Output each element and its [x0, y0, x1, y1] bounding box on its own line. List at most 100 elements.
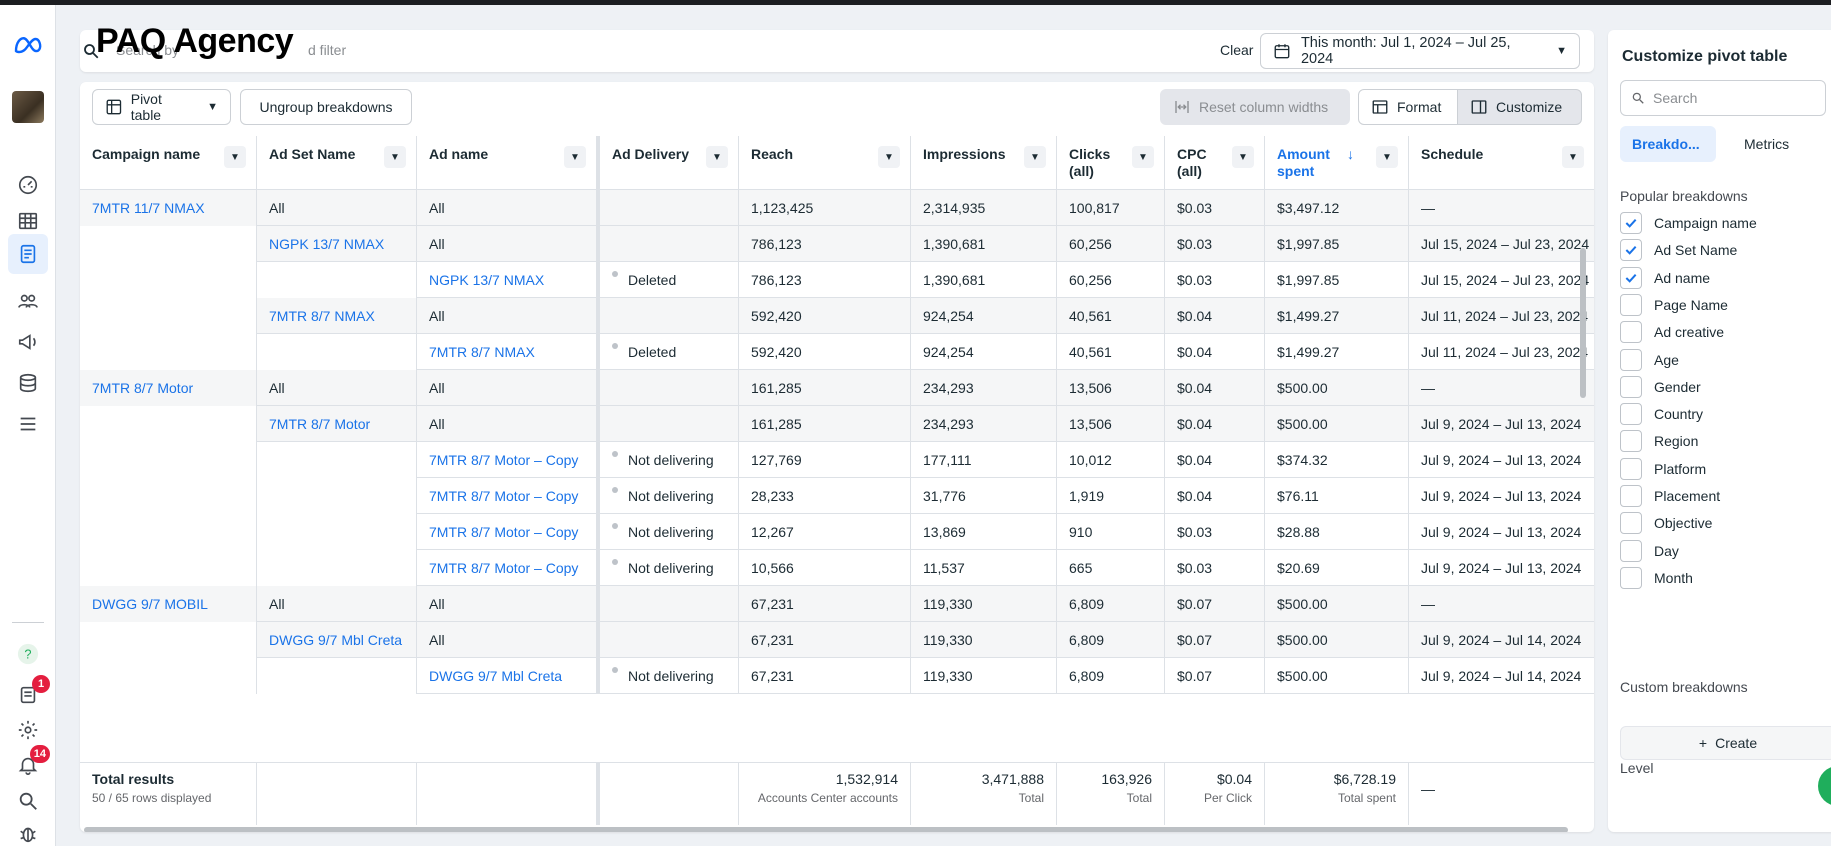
cell-adset[interactable]: DWGG 9/7 Mbl Creta — [256, 622, 416, 658]
checkbox-icon[interactable] — [1620, 457, 1642, 480]
breakdown-option[interactable]: Country — [1620, 402, 1703, 426]
checkbox-checked-icon[interactable] — [1620, 212, 1642, 234]
table-row[interactable]: NGPK 13/7 NMAX All 786,123 1,390,681 60,256 $… — [80, 226, 1594, 262]
col-header-delivery[interactable]: Ad Delivery ▼ — [596, 136, 738, 190]
cell-ad[interactable]: 7MTR 8/7 Motor – Copy — [416, 442, 596, 478]
menu-icon[interactable] — [14, 410, 42, 438]
cell-ad[interactable]: 7MTR 8/7 Motor – Copy — [416, 550, 596, 586]
breakdown-option[interactable]: Gender — [1620, 375, 1701, 399]
checkbox-icon[interactable] — [1620, 348, 1642, 371]
breakdown-option[interactable]: Ad Set Name — [1620, 238, 1737, 262]
chevron-down-icon[interactable]: ▼ — [706, 146, 728, 168]
checkbox-icon[interactable] — [1620, 566, 1642, 589]
checkbox-icon[interactable] — [1620, 485, 1642, 507]
checkbox-icon[interactable] — [1620, 293, 1642, 316]
filter-search-icon[interactable] — [82, 42, 100, 60]
col-header-schedule[interactable]: Schedule ▼ — [1408, 136, 1594, 190]
chevron-down-icon[interactable]: ▼ — [564, 146, 586, 168]
cell-ad[interactable]: 7MTR 8/7 NMAX — [416, 334, 596, 370]
customize-button[interactable]: Customize — [1457, 89, 1582, 125]
dashboard-icon[interactable] — [14, 171, 42, 199]
checkbox-icon[interactable] — [1620, 403, 1642, 426]
cell-ad[interactable]: 7MTR 8/7 Motor – Copy — [416, 478, 596, 514]
checkbox-icon[interactable] — [1620, 375, 1642, 398]
breakdown-option[interactable]: Placement — [1620, 484, 1720, 508]
checkbox-icon[interactable] — [1620, 321, 1642, 344]
table-row[interactable]: 7MTR 8/7 Motor – Copy Not delivering 10,56… — [80, 550, 1594, 586]
chevron-down-icon[interactable]: ▼ — [1024, 146, 1046, 168]
tab-breakdowns[interactable]: Breakdo... — [1620, 126, 1716, 162]
help-icon[interactable]: ? — [14, 640, 42, 668]
vertical-scrollbar[interactable] — [1580, 248, 1586, 398]
cell-adset[interactable]: NGPK 13/7 NMAX — [256, 226, 416, 262]
horizontal-scrollbar[interactable] — [84, 827, 1568, 832]
chevron-down-icon[interactable]: ▼ — [224, 146, 246, 168]
col-header-impressions[interactable]: Impressions ▼ — [910, 136, 1056, 190]
chevron-down-icon[interactable]: ▼ — [1562, 146, 1584, 168]
table-row[interactable]: DWGG 9/7 Mbl Creta All 67,231 119,330 6,809 $… — [80, 622, 1594, 658]
reports-icon[interactable] — [8, 234, 48, 274]
table-icon[interactable] — [14, 207, 42, 235]
megaphone-icon[interactable] — [14, 328, 42, 356]
col-header-adset[interactable]: Ad Set Name ▼ — [256, 136, 416, 190]
format-button[interactable]: Format — [1358, 89, 1458, 125]
cell-ad[interactable]: DWGG 9/7 Mbl Creta — [416, 658, 596, 694]
checkbox-checked-icon[interactable] — [1620, 239, 1642, 262]
breakdown-option[interactable]: Ad name — [1620, 266, 1710, 290]
table-row[interactable]: 7MTR 8/7 NMAX Deleted 592,420 924,254 40,561… — [80, 334, 1594, 370]
breakdown-option[interactable]: Month — [1620, 566, 1693, 590]
account-avatar[interactable] — [12, 91, 44, 123]
col-header-ad[interactable]: Ad name ▼ — [416, 136, 596, 190]
cell-ad[interactable]: NGPK 13/7 NMAX — [416, 262, 596, 298]
chevron-down-icon[interactable]: ▼ — [1232, 146, 1254, 168]
ungroup-breakdowns-button[interactable]: Ungroup breakdowns — [240, 89, 412, 125]
table-row[interactable]: DWGG 9/7 Mbl Creta Not delivering 67,231 11… — [80, 658, 1594, 694]
breakdown-option[interactable]: Ad creative — [1620, 320, 1724, 344]
date-range-button[interactable]: This month: Jul 1, 2024 – Jul 25, 2024 ▼ — [1260, 33, 1580, 69]
search-icon[interactable] — [14, 787, 42, 815]
cell-ad[interactable]: 7MTR 8/7 Motor – Copy — [416, 514, 596, 550]
chevron-down-icon[interactable]: ▼ — [1132, 146, 1154, 168]
breakdown-option[interactable]: Day — [1620, 539, 1679, 563]
bell-icon[interactable]: 14 — [14, 745, 50, 779]
reset-column-widths-button[interactable]: Reset column widths — [1160, 89, 1350, 125]
checkbox-icon[interactable] — [1620, 539, 1642, 562]
billing-icon[interactable] — [14, 369, 42, 397]
bug-icon[interactable] — [14, 820, 42, 846]
chevron-down-icon[interactable]: ▼ — [384, 146, 406, 168]
meta-logo-icon[interactable] — [12, 31, 44, 59]
sort-desc-icon[interactable]: ↓ — [1347, 146, 1354, 162]
audiences-icon[interactable] — [14, 287, 42, 315]
col-header-campaign[interactable]: Campaign name ▼ — [80, 136, 256, 190]
create-breakdown-button[interactable]: + Create — [1620, 726, 1831, 760]
table-row[interactable]: 7MTR 8/7 Motor – Copy Not delivering 127,7… — [80, 442, 1594, 478]
tab-metrics[interactable]: Metrics — [1744, 136, 1790, 152]
col-header-cpc[interactable]: CPC (all) ▼ — [1164, 136, 1264, 190]
gear-icon[interactable] — [14, 716, 42, 744]
cell-campaign[interactable]: 7MTR 11/7 NMAX — [80, 190, 256, 226]
table-row[interactable]: 7MTR 8/7 Motor All 161,285 234,293 13,506 $0.… — [80, 406, 1594, 442]
breakdown-option[interactable]: Region — [1620, 429, 1698, 453]
clear-filter-button[interactable]: Clear — [1220, 42, 1254, 58]
filter-input[interactable]: Search by — [116, 42, 180, 58]
pivot-table-button[interactable]: Pivot table ▼ — [92, 89, 231, 125]
table-row[interactable]: 7MTR 8/7 Motor All All 161,285 234,293 13,506… — [80, 370, 1594, 406]
chat-fab[interactable] — [1818, 766, 1831, 806]
cell-adset[interactable]: 7MTR 8/7 NMAX — [256, 298, 416, 334]
table-row[interactable]: 7MTR 8/7 Motor – Copy Not delivering 12,26… — [80, 514, 1594, 550]
breakdown-option[interactable]: Campaign name — [1620, 211, 1757, 235]
col-header-reach[interactable]: Reach ▼ — [738, 136, 910, 190]
checkbox-icon[interactable] — [1620, 430, 1642, 453]
breakdown-search-input[interactable]: Search — [1620, 80, 1826, 116]
col-header-amount-spent[interactable]: Amount spent ↓ ▼ — [1264, 136, 1408, 190]
checkbox-checked-icon[interactable] — [1620, 266, 1642, 289]
notifications-list-icon[interactable]: 1 — [14, 675, 50, 709]
col-header-clicks[interactable]: Clicks (all) ▼ — [1056, 136, 1164, 190]
breakdown-option[interactable]: Platform — [1620, 457, 1706, 481]
chevron-down-icon[interactable]: ▼ — [1376, 146, 1398, 168]
table-row[interactable]: NGPK 13/7 NMAX Deleted 786,123 1,390,681 60,… — [80, 262, 1594, 298]
checkbox-icon[interactable] — [1620, 512, 1642, 535]
breakdown-option[interactable]: Page Name — [1620, 293, 1728, 317]
table-row[interactable]: 7MTR 11/7 NMAX All All 1,123,425 2,314,935 10… — [80, 190, 1594, 226]
cell-campaign[interactable]: DWGG 9/7 MOBIL — [80, 586, 256, 622]
